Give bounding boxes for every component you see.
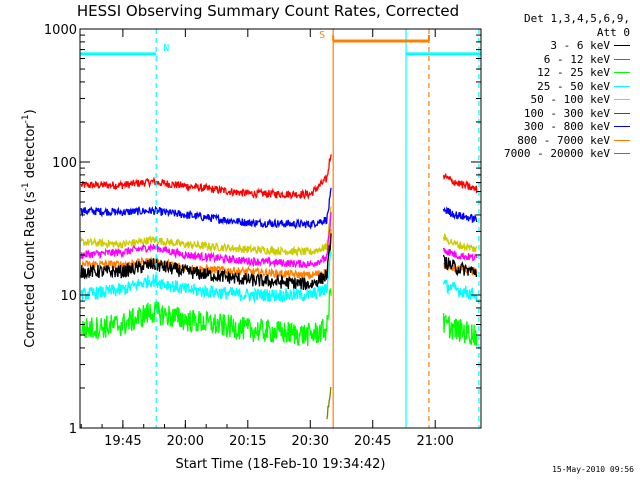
legend-entry-label: 300 - 800 keV bbox=[523, 120, 610, 133]
axes-layer: N S 19:45 20:00 20:15 20:30 20:45 21:00 1 10 100 10… bbox=[21, 23, 482, 472]
y-tick-label: 100 bbox=[52, 156, 77, 171]
series-12-25-kev-line-after-gap bbox=[442, 313, 478, 347]
legend-header-1: Det 1,3,4,5,6,9, bbox=[524, 12, 630, 25]
legend-entry: 300 - 800 keV bbox=[480, 120, 632, 134]
legend-swatch bbox=[614, 126, 630, 128]
legend: Det 1,3,4,5,6,9, Att 0 3 - 6 keV 6 - 12 k… bbox=[480, 12, 632, 161]
series-300-800-kev-line-after-gap bbox=[442, 206, 478, 223]
legend-header-2: Att 0 bbox=[596, 25, 630, 39]
series-3-6-kev-line-after-gap bbox=[442, 254, 478, 277]
legend-swatch bbox=[614, 85, 630, 87]
x-tick-label: 20:45 bbox=[354, 434, 391, 449]
legend-entry-label: 12 - 25 keV bbox=[537, 66, 610, 79]
flag-label-n: N bbox=[163, 43, 169, 54]
y-axis-label-part: detector bbox=[23, 123, 38, 183]
legend-entry: 100 - 300 keV bbox=[480, 107, 632, 121]
legend-entry-label: 25 - 50 keV bbox=[537, 79, 610, 93]
legend-swatch bbox=[614, 139, 630, 141]
y-tick-label: 1 bbox=[69, 422, 77, 437]
legend-entry: 800 - 7000 keV bbox=[480, 134, 632, 148]
legend-swatch bbox=[614, 58, 630, 60]
series-6-12-kev-line bbox=[80, 212, 332, 269]
y-axis-label-exponent: -1 bbox=[21, 114, 31, 123]
legend-entry: 25 - 50 keV bbox=[480, 80, 632, 94]
x-tick-label: 20:00 bbox=[167, 434, 204, 449]
chart-title: HESSI Observing Summary Count Rates, Cor… bbox=[76, 2, 460, 20]
legend-swatch bbox=[614, 72, 630, 74]
legend-entry-label: 7000 - 20000 keV bbox=[504, 147, 610, 160]
series-300-800-kev-line bbox=[80, 187, 332, 230]
y-tick-label: 10 bbox=[60, 289, 77, 304]
footer-timestamp: 15-May-2010 09:56 bbox=[552, 465, 634, 474]
series-25-50-kev-line bbox=[80, 250, 332, 304]
series-100-300-kev-line-after-gap bbox=[442, 172, 478, 194]
x-axis-label: Start Time (18-Feb-10 19:34:42) bbox=[176, 457, 386, 472]
legend-swatch bbox=[614, 112, 630, 114]
legend-entry: 50 - 100 keV bbox=[480, 93, 632, 107]
flag-label-s: S bbox=[319, 30, 325, 41]
legend-swatch bbox=[614, 99, 630, 101]
series-100-300-kev-line bbox=[80, 154, 332, 201]
series-12-25-kev-line bbox=[80, 287, 332, 347]
legend-entry: 12 - 25 keV bbox=[480, 66, 632, 80]
legend-entry: 7000 - 20000 keV bbox=[480, 147, 632, 161]
legend-entry: 3 - 6 keV bbox=[480, 39, 632, 53]
y-axis-label: Corrected Count Rate (s-1 detector-1) bbox=[21, 109, 38, 347]
x-tick-label: 21:00 bbox=[416, 434, 453, 449]
series-50-100-kev-line-after-gap bbox=[442, 232, 478, 253]
legend-entry-label: 100 - 300 keV bbox=[523, 106, 610, 120]
y-tick-label: 1000 bbox=[44, 23, 77, 38]
y-axis-label-part: Corrected Count Rate (s bbox=[23, 191, 38, 348]
legend-swatch bbox=[614, 153, 630, 155]
series-6-12-kev-line-after-gap bbox=[442, 247, 478, 262]
legend-entry: 6 - 12 keV bbox=[480, 53, 632, 67]
legend-entry-label: 50 - 100 keV bbox=[530, 93, 610, 106]
legend-swatch bbox=[614, 45, 630, 47]
legend-entry-label: 3 - 6 keV bbox=[550, 39, 610, 52]
plot-frame bbox=[79, 28, 482, 429]
series-25-50-kev-line-after-gap bbox=[442, 279, 478, 301]
x-tick-label: 19:45 bbox=[104, 434, 141, 449]
legend-entry-label: 800 - 7000 keV bbox=[517, 133, 610, 147]
series-50-100-kev-line bbox=[80, 206, 332, 258]
series-3-6-kev-line bbox=[80, 233, 332, 291]
legend-entry-label: 6 - 12 keV bbox=[543, 52, 610, 66]
data-layer bbox=[80, 29, 481, 428]
series-7000-20000-kev-line bbox=[326, 386, 332, 420]
x-tick-label: 20:15 bbox=[229, 434, 266, 449]
y-axis-label-exponent: -1 bbox=[21, 182, 31, 191]
x-tick-label: 20:30 bbox=[292, 434, 329, 449]
y-axis-label-part: ) bbox=[23, 109, 38, 114]
